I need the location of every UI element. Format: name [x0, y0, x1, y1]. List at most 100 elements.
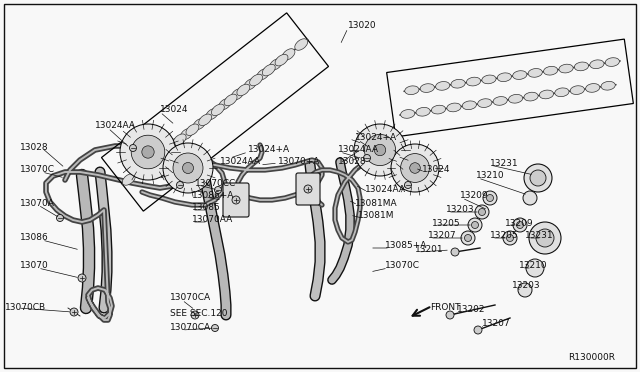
Text: 13024AA: 13024AA	[365, 186, 406, 195]
Ellipse shape	[559, 64, 573, 73]
Ellipse shape	[570, 86, 584, 94]
Ellipse shape	[257, 68, 269, 80]
Circle shape	[461, 231, 475, 245]
Ellipse shape	[224, 94, 237, 106]
Text: 13210: 13210	[519, 262, 548, 270]
Ellipse shape	[250, 74, 262, 86]
Text: SEE SEC.120: SEE SEC.120	[170, 308, 227, 317]
Circle shape	[404, 182, 412, 189]
Ellipse shape	[142, 158, 155, 170]
Text: 13205: 13205	[432, 218, 461, 228]
Circle shape	[529, 222, 561, 254]
Text: 13086+A: 13086+A	[192, 190, 234, 199]
Ellipse shape	[262, 64, 275, 76]
Text: 13070AA: 13070AA	[192, 215, 233, 224]
Text: 13070CA: 13070CA	[170, 324, 211, 333]
Text: 13070C: 13070C	[20, 166, 55, 174]
Ellipse shape	[218, 99, 231, 110]
Ellipse shape	[198, 114, 212, 126]
Text: 13207: 13207	[482, 318, 511, 327]
Ellipse shape	[148, 154, 161, 165]
Circle shape	[523, 191, 537, 205]
Text: 13210: 13210	[476, 171, 504, 180]
Circle shape	[524, 164, 552, 192]
Ellipse shape	[574, 62, 589, 71]
Ellipse shape	[477, 99, 492, 108]
Circle shape	[182, 163, 193, 173]
Circle shape	[129, 144, 136, 151]
Ellipse shape	[244, 78, 257, 90]
Text: 13028: 13028	[20, 142, 49, 151]
Text: 13070A: 13070A	[20, 199, 55, 208]
Text: 13070C: 13070C	[385, 262, 420, 270]
Ellipse shape	[161, 144, 173, 155]
Ellipse shape	[282, 49, 295, 60]
Ellipse shape	[205, 108, 219, 120]
Ellipse shape	[586, 84, 600, 92]
Ellipse shape	[211, 104, 225, 116]
Circle shape	[451, 248, 459, 256]
Ellipse shape	[186, 124, 199, 135]
Ellipse shape	[275, 54, 288, 66]
Ellipse shape	[122, 174, 135, 185]
Text: 13203: 13203	[512, 282, 541, 291]
Circle shape	[516, 221, 524, 228]
Circle shape	[465, 234, 472, 241]
Text: 13024+A: 13024+A	[355, 134, 397, 142]
Text: 13024AA: 13024AA	[338, 145, 379, 154]
Ellipse shape	[135, 164, 148, 175]
Circle shape	[526, 259, 544, 277]
Ellipse shape	[295, 39, 308, 50]
FancyBboxPatch shape	[223, 183, 249, 217]
Circle shape	[518, 283, 532, 297]
Circle shape	[120, 124, 176, 180]
Ellipse shape	[173, 134, 186, 145]
Text: 13201: 13201	[415, 246, 444, 254]
Text: 13081MA: 13081MA	[355, 199, 397, 208]
Ellipse shape	[401, 110, 415, 118]
Text: 13024+A: 13024+A	[248, 145, 290, 154]
Circle shape	[486, 195, 493, 202]
Text: 13024AA: 13024AA	[220, 157, 261, 166]
Circle shape	[304, 185, 312, 193]
Ellipse shape	[601, 81, 615, 90]
Ellipse shape	[193, 118, 206, 130]
Text: 13203: 13203	[446, 205, 475, 215]
Circle shape	[483, 191, 497, 205]
Text: 13209: 13209	[460, 192, 488, 201]
Text: 13231: 13231	[525, 231, 554, 241]
Ellipse shape	[497, 73, 511, 81]
Circle shape	[354, 124, 406, 176]
Circle shape	[513, 218, 527, 232]
Text: 13081M: 13081M	[358, 212, 394, 221]
Ellipse shape	[420, 84, 435, 92]
Ellipse shape	[528, 68, 542, 77]
Ellipse shape	[590, 60, 604, 68]
Ellipse shape	[524, 92, 538, 101]
Circle shape	[503, 231, 517, 245]
Circle shape	[177, 182, 184, 189]
Circle shape	[479, 208, 486, 215]
Circle shape	[530, 170, 546, 186]
Circle shape	[70, 308, 78, 316]
Text: 13028: 13028	[338, 157, 367, 166]
Text: 13070CA: 13070CA	[170, 294, 211, 302]
Ellipse shape	[540, 90, 554, 99]
Ellipse shape	[447, 103, 461, 112]
Circle shape	[232, 196, 240, 204]
Text: 13086: 13086	[20, 234, 49, 243]
Circle shape	[401, 154, 429, 182]
FancyBboxPatch shape	[296, 173, 320, 205]
Text: 13024: 13024	[160, 106, 189, 115]
Circle shape	[475, 205, 489, 219]
Ellipse shape	[482, 75, 496, 84]
Ellipse shape	[416, 108, 430, 116]
Text: 13024AA: 13024AA	[95, 121, 136, 129]
Circle shape	[211, 324, 218, 331]
Text: 13205: 13205	[490, 231, 518, 241]
Text: 13070: 13070	[20, 262, 49, 270]
Text: 13202: 13202	[457, 305, 486, 314]
Ellipse shape	[155, 148, 168, 160]
Circle shape	[374, 144, 386, 156]
Text: R130000R: R130000R	[568, 353, 615, 362]
